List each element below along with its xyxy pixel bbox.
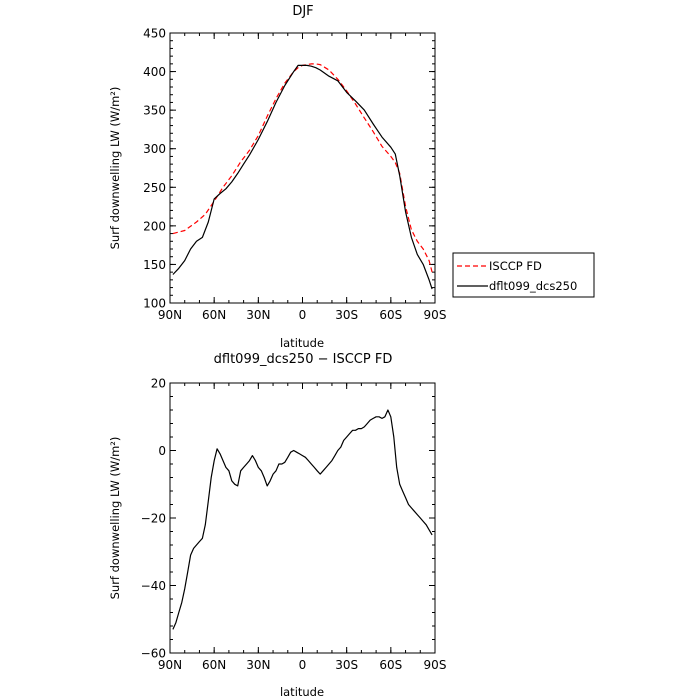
bottom-y-tick-label: −40 [141,579,166,593]
bottom-x-tick-label: 60S [379,658,402,672]
bottom-title: dflt099_dcs250 − ISCCP FD [214,352,393,367]
top-x-tick-label: 30S [335,308,358,322]
bottom-y-tick-label: 20 [151,377,166,391]
top-panel: DJF 90N 60N 30N 0 30S 60S 90S 100 150 200 250 300 35… [108,4,595,350]
top-x-tick-label: 60N [202,308,226,322]
bottom-y-tick-label: −20 [141,512,166,526]
top-x-tick-label: 0 [299,308,307,322]
legend-label-model: dflt099_dcs250 [489,279,577,293]
bottom-y-axis-label: Surf downwelling LW (W/m²) [108,437,122,600]
top-y-tick-label: 200 [143,219,166,233]
bottom-plot-frame [169,382,436,654]
legend-box [452,252,595,298]
bottom-x-tick-label: 0 [299,658,307,672]
top-y-tick-label: 400 [143,65,166,79]
top-plot-frame [169,32,436,304]
legend: ISCCP FD dflt099_dcs250 [452,252,595,298]
bottom-x-tick-label: 30N [246,658,270,672]
top-x-axis-label: latitude [280,336,324,350]
top-y-tick-label: 150 [143,258,166,272]
top-ticks: 90N 60N 30N 0 30S 60S 90S 100 150 200 250 300 350 400… [143,27,446,323]
top-series-line-dflt099-dcs250 [172,64,433,290]
bottom-y-tick-label: −60 [141,647,166,661]
bottom-ticks: 90N 60N 30N 0 30S 60S 90S 20 0 −20 −40 −60 [141,377,447,673]
top-title: DJF [292,4,313,19]
top-y-axis-label: Surf downwelling LW (W/m²) [108,87,122,250]
bottom-series-lines [172,409,433,630]
bottom-y-tick-label: 0 [158,444,166,458]
top-series-lines [172,63,433,290]
bottom-x-tick-label: 90N [158,658,182,672]
top-series-line-isccp-fd [172,63,433,273]
top-y-tick-label: 250 [143,181,166,195]
bottom-panel: dflt099_dcs250 − ISCCP FD 90N 60N 30N 0 30S 6… [108,352,446,699]
top-y-tick-label: 100 [143,297,166,311]
bottom-series-line-0 [172,409,433,630]
top-x-tick-label: 60S [379,308,402,322]
top-x-tick-label: 90N [158,308,182,322]
bottom-x-tick-label: 90S [424,658,447,672]
bottom-x-tick-label: 30S [335,658,358,672]
top-y-tick-label: 300 [143,142,166,156]
top-x-tick-label: 90S [424,308,447,322]
top-y-tick-label: 450 [143,27,166,41]
bottom-x-tick-label: 60N [202,658,226,672]
top-x-tick-label: 30N [246,308,270,322]
top-y-tick-label: 350 [143,104,166,118]
legend-label-isccp: ISCCP FD [489,259,542,273]
bottom-x-axis-label: latitude [280,685,324,699]
